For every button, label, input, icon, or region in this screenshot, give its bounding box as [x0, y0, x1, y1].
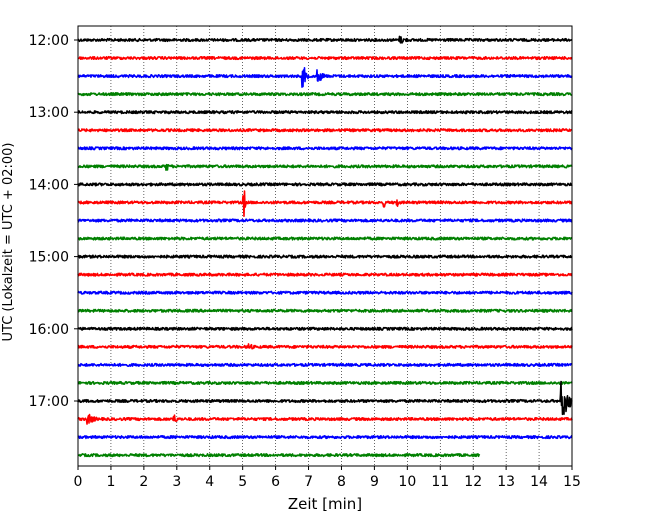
trace-line [77, 163, 573, 171]
x-tick-label: 10 [398, 474, 416, 490]
trace-line [77, 308, 573, 313]
x-tick-label: 2 [139, 474, 148, 490]
trace-line [77, 362, 573, 367]
x-tick-label: 4 [205, 474, 214, 490]
x-axis-label: Zeit [min] [288, 495, 362, 513]
trace-line [77, 326, 573, 331]
trace-line [77, 66, 573, 88]
trace-line [77, 110, 573, 115]
trace-line [77, 254, 573, 259]
trace-line [77, 236, 573, 241]
y-tick-label: 13:00 [29, 105, 69, 121]
grid-layer [110, 26, 540, 466]
x-tick-label: 8 [337, 474, 346, 490]
trace-line [77, 190, 573, 217]
x-tick-label: 12 [464, 474, 482, 490]
trace-line [77, 218, 573, 223]
trace-line [77, 272, 573, 277]
x-tick-label: 3 [172, 474, 181, 490]
trace-line [77, 35, 573, 44]
trace-line [77, 55, 573, 61]
x-tick-label: 1 [106, 474, 115, 490]
y-tick-label: 12:00 [29, 33, 69, 49]
traces-layer [77, 35, 573, 458]
trace-line [77, 380, 573, 416]
trace-line [77, 92, 573, 97]
x-tick-label: 9 [370, 474, 379, 490]
y-tick-label: 17:00 [29, 394, 69, 410]
trace-line [77, 290, 573, 295]
y-axis-label: UTC (Lokalzeit = UTC + 02:00) [1, 143, 16, 342]
x-tick-label: 13 [497, 474, 515, 490]
y-tick-label: 16:00 [29, 322, 69, 338]
y-tick-label: 14:00 [29, 177, 69, 193]
x-tick-label: 11 [431, 474, 449, 490]
y-tick-label: 15:00 [29, 250, 69, 266]
plot-frame [77, 25, 573, 467]
trace-line [77, 435, 573, 440]
trace-line [77, 413, 573, 425]
x-tick-label: 15 [563, 474, 581, 490]
x-tick-label: 6 [271, 474, 280, 490]
x-tick-label: 0 [74, 474, 83, 490]
ticks-layer: 0 1 2 3 4 5 6 7 8 9 10 11 12 13 14 1512:0013:0014:0015:… [29, 33, 581, 490]
trace-line [77, 146, 573, 151]
trace-line [77, 128, 573, 133]
trace-line [77, 453, 481, 458]
trace-line [77, 380, 573, 386]
trace-line [77, 343, 573, 350]
x-tick-label: 5 [238, 474, 247, 490]
x-tick-label: 7 [304, 474, 313, 490]
trace-line [77, 182, 573, 187]
x-tick-label: 14 [530, 474, 548, 490]
